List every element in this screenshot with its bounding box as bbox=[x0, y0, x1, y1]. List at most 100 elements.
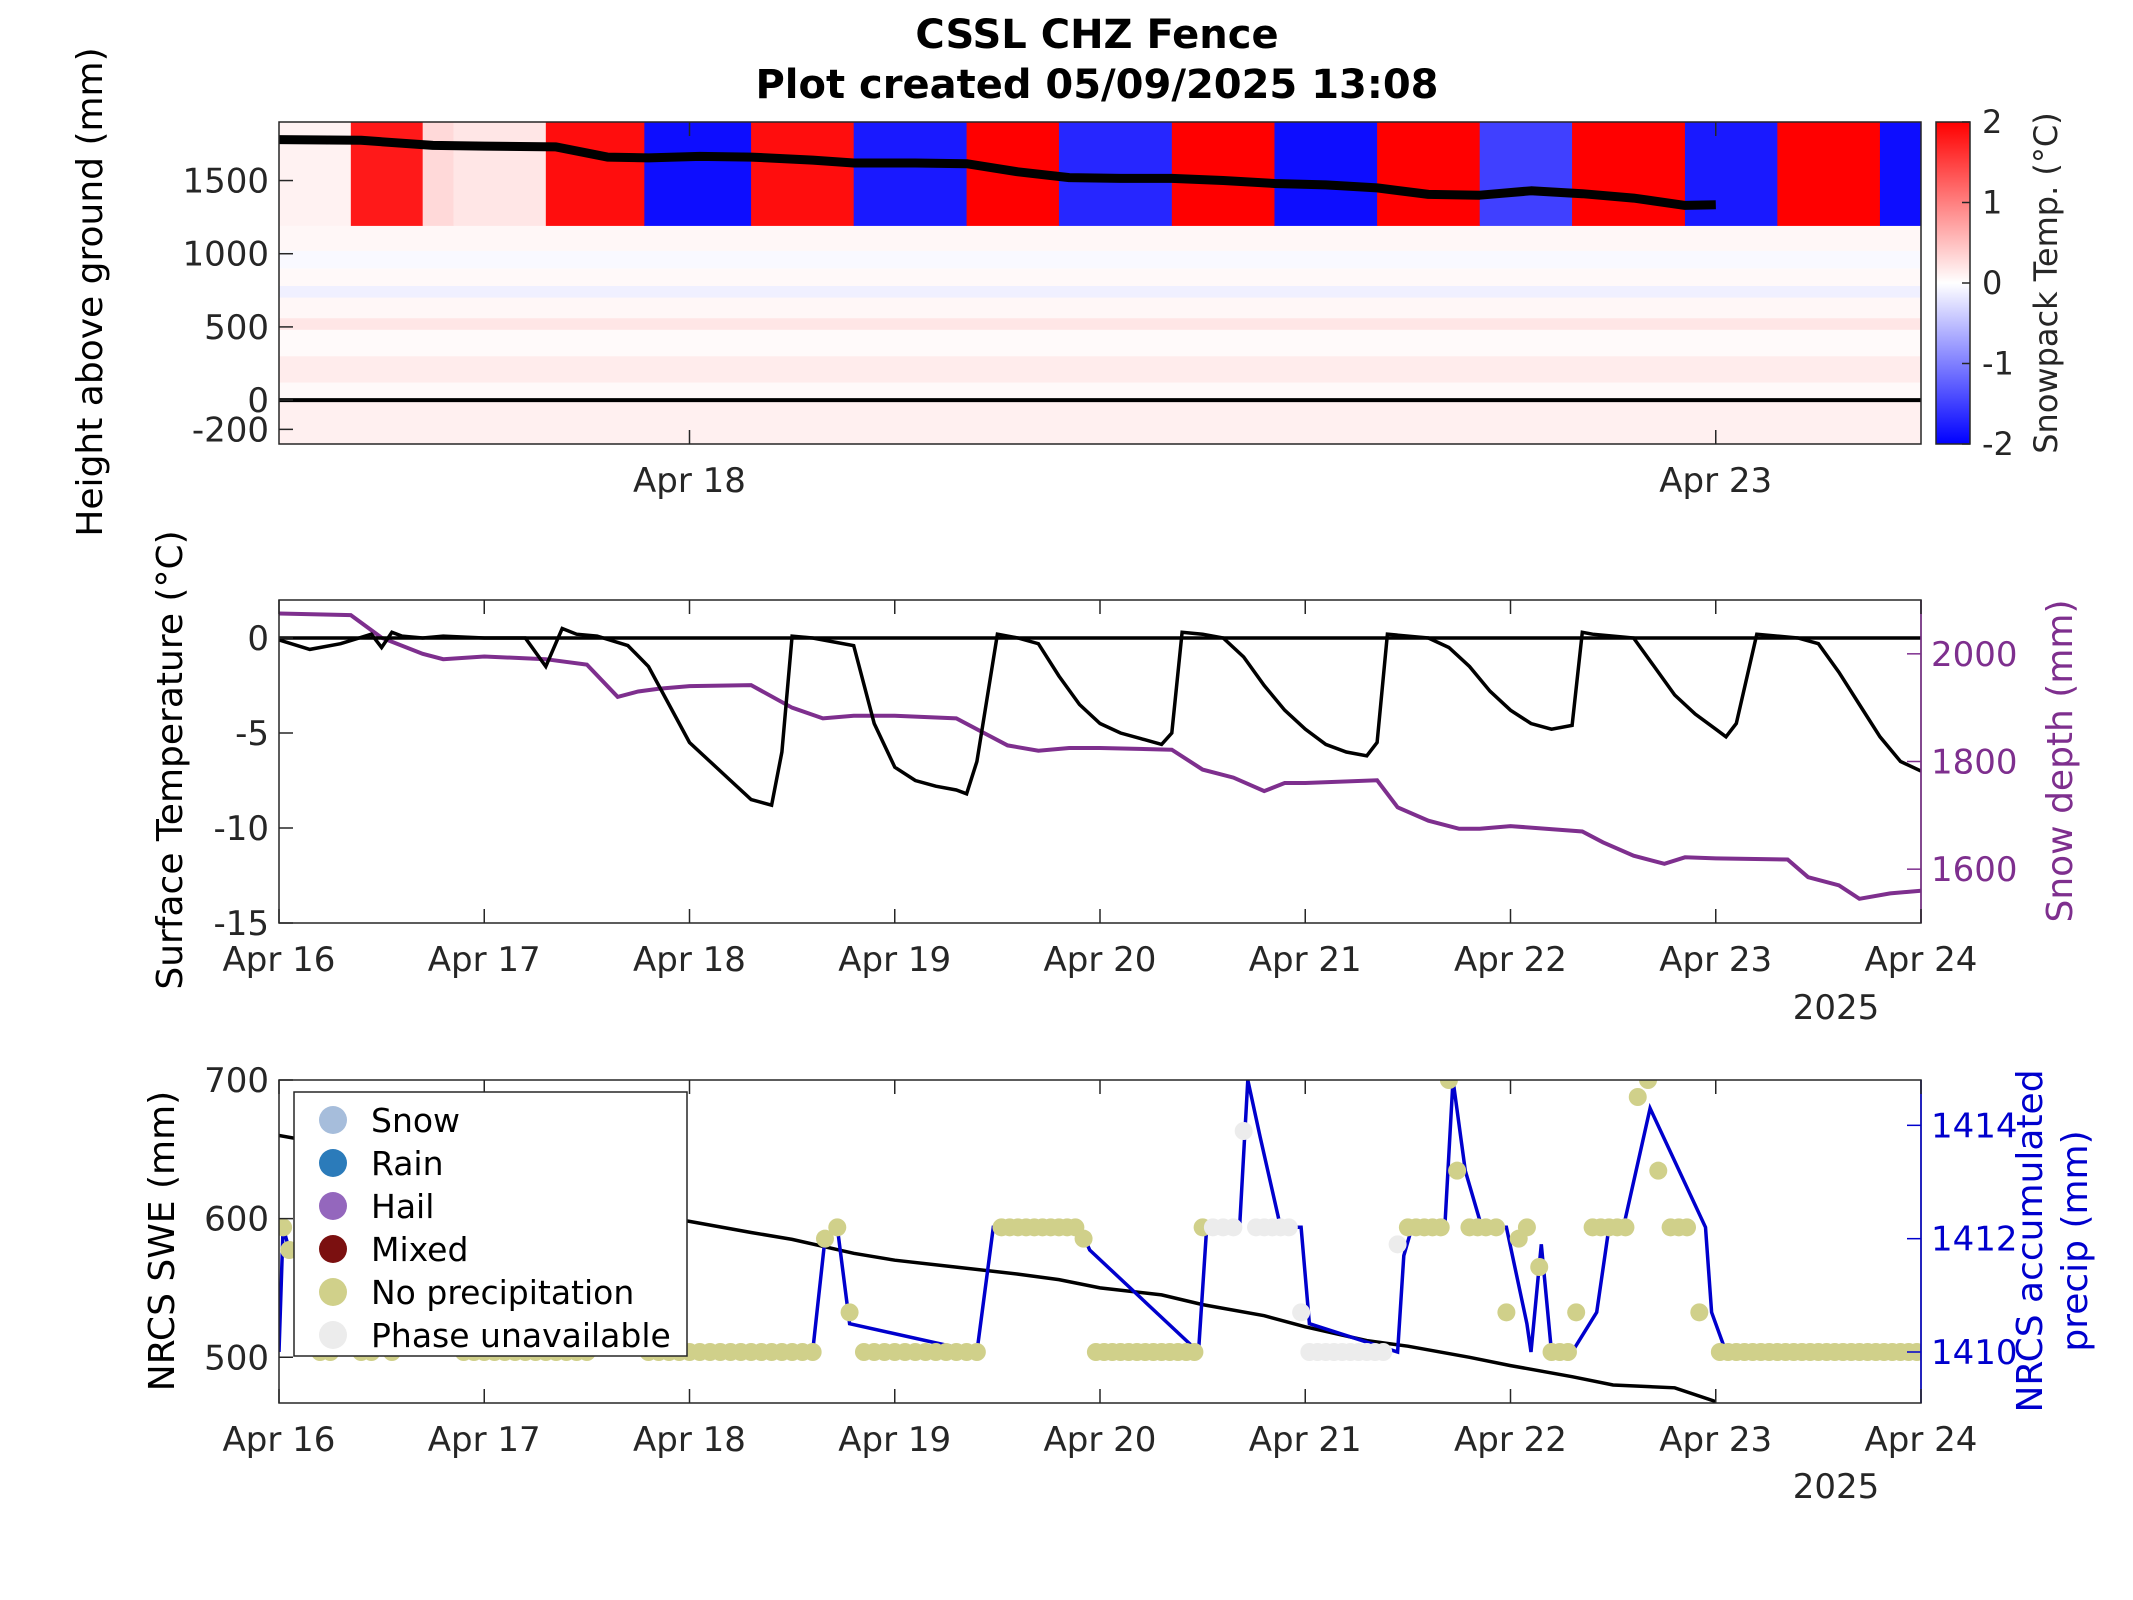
phase-unavailable-marker bbox=[1234, 1122, 1253, 1140]
no-precip-marker bbox=[1448, 1161, 1467, 1180]
phase-unavailable-marker bbox=[1279, 1218, 1298, 1237]
y-tick-label: -15 bbox=[213, 904, 269, 944]
heatmap-stripe bbox=[279, 285, 1921, 298]
no-precip-marker bbox=[1487, 1218, 1506, 1237]
y-tick-label: 500 bbox=[204, 308, 269, 348]
x-tick-label: Apr 23 bbox=[1659, 461, 1772, 501]
no-precip-marker bbox=[840, 1303, 859, 1322]
x-tick-label: Apr 22 bbox=[1454, 1420, 1567, 1460]
snow-depth-y-label: Snow depth (mm) bbox=[2040, 599, 2081, 922]
y-tick-label: 1414 bbox=[1931, 1106, 2018, 1146]
no-precip-marker bbox=[1439, 1080, 1458, 1089]
heatmap-column bbox=[545, 122, 645, 226]
colorbar-tick-label: 1 bbox=[1982, 184, 2002, 222]
snow-depth-y-ticks: 2000 1800 1600 bbox=[1907, 635, 2018, 890]
x-tick-label: Apr 19 bbox=[838, 940, 951, 980]
no-precip-marker bbox=[967, 1343, 986, 1361]
no-precip-marker bbox=[1690, 1303, 1709, 1322]
phase-unavailable-marker bbox=[1224, 1218, 1243, 1237]
snowpack-axes-box bbox=[278, 121, 1922, 445]
heatmap-column bbox=[1274, 122, 1378, 226]
y-tick-label: 1412 bbox=[1931, 1220, 2018, 1260]
y-tick-label: 0 bbox=[247, 619, 269, 659]
no-precip-marker bbox=[1678, 1218, 1697, 1237]
figure-title: CSSL CHZ Fence bbox=[915, 12, 1278, 58]
y-tick-label: 700 bbox=[204, 1061, 269, 1101]
legend-items: Snow Rain Hail Mixed No precipitation Phase u… bbox=[319, 1101, 671, 1355]
y-tick-label: 1500 bbox=[182, 162, 269, 202]
legend-marker bbox=[319, 1278, 347, 1306]
heatmap-stripe bbox=[279, 382, 1921, 401]
y-tick-label: 2000 bbox=[1931, 635, 2018, 675]
nrcs-year-label: 2025 bbox=[1793, 1467, 1880, 1507]
surface-temperature-line bbox=[279, 626, 1921, 808]
heatmap-stripe bbox=[279, 297, 1921, 319]
x-tick-label: Apr 22 bbox=[1454, 940, 1567, 980]
nrcs-swe-y-ticks: 700 600 500 bbox=[204, 1061, 293, 1378]
legend-label: Hail bbox=[371, 1187, 434, 1226]
no-precip-marker bbox=[1431, 1218, 1450, 1237]
x-tick-label: Apr 21 bbox=[1249, 1420, 1362, 1460]
no-precip-marker bbox=[1616, 1218, 1635, 1237]
x-tick-label: Apr 20 bbox=[1044, 940, 1157, 980]
y-tick-label: -200 bbox=[192, 410, 269, 450]
x-tick-label: Apr 18 bbox=[633, 461, 746, 501]
no-precip-marker bbox=[828, 1218, 847, 1237]
no-precip-marker bbox=[1558, 1343, 1577, 1361]
surface-axes-box bbox=[278, 599, 1922, 924]
heatmap-column bbox=[453, 122, 547, 226]
x-tick-label: Apr 18 bbox=[633, 1420, 746, 1460]
y-tick-label: 500 bbox=[204, 1338, 269, 1378]
x-tick-label: Apr 20 bbox=[1044, 1420, 1157, 1460]
x-tick-label: Apr 21 bbox=[1249, 940, 1362, 980]
no-precip-marker bbox=[1517, 1218, 1536, 1237]
heatmap-stripe bbox=[279, 250, 1921, 269]
legend-label: No precipitation bbox=[371, 1273, 634, 1312]
nrcs-swe-y-label: NRCS SWE (mm) bbox=[142, 1091, 183, 1391]
legend-label: Mixed bbox=[371, 1230, 468, 1269]
x-tick-label: Apr 23 bbox=[1659, 940, 1772, 980]
y-tick-label: -10 bbox=[213, 809, 269, 849]
no-precip-marker bbox=[1185, 1343, 1204, 1361]
x-tick-label: Apr 19 bbox=[838, 1420, 951, 1460]
snowpack-y-label: Height above ground (mm) bbox=[70, 47, 111, 536]
nrcs-precip-y-label-2: precip (mm) bbox=[2055, 1130, 2096, 1351]
heatmap-column bbox=[751, 122, 855, 226]
nrcs-precip-y-ticks: 1414 1412 1410 bbox=[1907, 1106, 2018, 1373]
heatmap-column bbox=[644, 122, 752, 226]
no-precip-marker bbox=[815, 1229, 834, 1248]
heatmap-stripe bbox=[279, 225, 1921, 251]
heatmap-lower-band bbox=[279, 225, 1921, 444]
no-precip-marker bbox=[1074, 1229, 1093, 1248]
phase-legend: Snow Rain Hail Mixed No precipitation Phase u… bbox=[293, 1091, 688, 1357]
legend-label: Snow bbox=[371, 1101, 460, 1140]
no-precip-marker bbox=[1649, 1161, 1668, 1180]
no-precip-marker bbox=[1530, 1258, 1549, 1276]
heatmap-column bbox=[1684, 122, 1778, 226]
snowpack-x-ticks: Apr 18 Apr 23 bbox=[633, 122, 1772, 501]
legend-label: Rain bbox=[371, 1144, 444, 1183]
heatmap-column bbox=[1479, 122, 1573, 226]
no-precip-marker bbox=[803, 1343, 822, 1361]
colorbar-label: Snowpack Temp. (°C) bbox=[2027, 112, 2065, 454]
snow-surface-line bbox=[278, 135, 1716, 210]
y-tick-label: 600 bbox=[204, 1200, 269, 1240]
heatmap-stripe bbox=[279, 318, 1921, 330]
legend-marker bbox=[319, 1235, 347, 1263]
no-precip-marker bbox=[1567, 1303, 1586, 1322]
surface-year-label: 2025 bbox=[1793, 988, 1880, 1028]
heatmap-stripe bbox=[279, 356, 1921, 383]
colorbar-tick-label: -2 bbox=[1982, 425, 2014, 463]
no-precip-marker bbox=[1639, 1080, 1658, 1089]
x-tick-label: Apr 17 bbox=[428, 1420, 541, 1460]
heatmap-stripe bbox=[279, 400, 1921, 444]
surface-x-ticks: Apr 16 Apr 17 Apr 18 Apr 19 Apr 20 Apr 21 Apr … bbox=[223, 600, 1977, 980]
y-tick-label: 1800 bbox=[1931, 743, 2018, 783]
y-tick-label: 1410 bbox=[1931, 1333, 2018, 1373]
phase-unavailable-marker bbox=[1292, 1303, 1311, 1322]
heatmap-column bbox=[1377, 122, 1481, 226]
y-tick-label: -5 bbox=[235, 714, 269, 754]
legend-marker bbox=[319, 1321, 347, 1349]
